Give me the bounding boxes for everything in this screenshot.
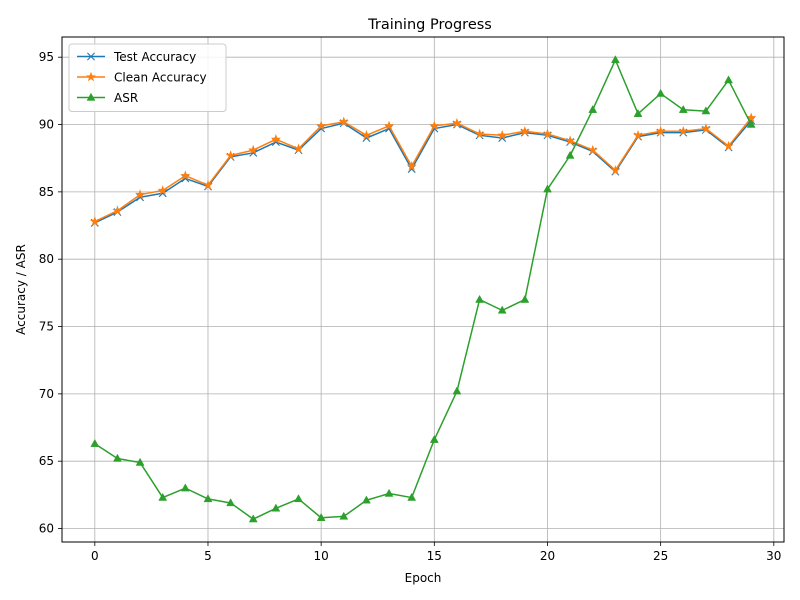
data-point-asr <box>407 492 417 501</box>
legend-marker-asr <box>86 92 96 101</box>
data-point-asr <box>248 514 258 523</box>
series-asr <box>90 55 756 523</box>
data-point-clean-accuracy <box>157 185 168 195</box>
x-tick-label: 20 <box>540 549 555 563</box>
data-point-asr <box>588 105 598 113</box>
data-point-asr <box>180 483 190 492</box>
data-point-clean-accuracy <box>248 144 259 155</box>
data-point-clean-accuracy <box>678 125 689 136</box>
legend: Test Accuracy Clean Accuracy ASR <box>68 43 227 112</box>
data-point-asr <box>701 106 711 115</box>
data-point-asr <box>203 494 213 503</box>
series-line-asr <box>94 59 752 520</box>
y-tick-label: 75 <box>39 320 54 334</box>
data-point-clean-accuracy <box>338 116 349 127</box>
data-point-clean-accuracy <box>655 125 666 136</box>
x-tick-label: 10 <box>314 549 329 563</box>
data-point-clean-accuracy <box>316 120 327 131</box>
series-layer <box>89 55 757 523</box>
data-point-asr <box>724 75 733 84</box>
y-tick-label: 70 <box>39 387 54 401</box>
data-point-asr <box>339 511 349 520</box>
data-point-clean-accuracy <box>225 150 236 160</box>
x-tick-label: 25 <box>653 549 668 563</box>
x-tick-label: 0 <box>91 549 99 563</box>
data-point-clean-accuracy <box>202 179 214 190</box>
data-point-asr <box>158 492 168 501</box>
x-axis-label: Epoch <box>405 571 442 585</box>
grid-lines <box>62 37 784 542</box>
legend-box <box>68 43 227 112</box>
legend-marker-clean-accuracy <box>85 71 97 82</box>
y-axis-ticks: 60 65 70 75 80 85 90 95 <box>39 50 62 536</box>
data-point-clean-accuracy <box>451 117 462 128</box>
y-tick-label: 95 <box>39 50 54 64</box>
data-point-asr <box>475 294 484 303</box>
y-axis-label: Accuracy / ASR <box>14 244 28 335</box>
legend-label-clean-accuracy: Clean Accuracy <box>114 71 207 85</box>
legend-label-asr: ASR <box>114 91 138 105</box>
data-point-clean-accuracy <box>474 128 485 139</box>
series-line-test-accuracy <box>94 120 752 224</box>
data-point-asr <box>113 453 122 462</box>
data-point-clean-accuracy <box>519 125 530 136</box>
data-point-clean-accuracy <box>429 120 440 131</box>
y-tick-label: 85 <box>39 185 54 199</box>
x-tick-label: 5 <box>204 549 212 563</box>
x-tick-label: 15 <box>427 549 442 563</box>
data-point-clean-accuracy <box>406 160 417 171</box>
data-point-asr <box>135 457 145 466</box>
data-point-clean-accuracy <box>610 165 621 175</box>
data-point-asr <box>633 109 643 117</box>
series-line-clean-accuracy <box>94 117 752 223</box>
data-point-asr <box>565 150 575 159</box>
data-point-clean-accuracy <box>135 189 146 199</box>
data-point-asr <box>746 119 756 128</box>
data-point-clean-accuracy <box>700 123 711 133</box>
data-point-clean-accuracy <box>361 130 372 140</box>
y-tick-label: 80 <box>39 252 54 266</box>
data-point-asr <box>656 88 666 97</box>
data-point-asr <box>452 386 462 395</box>
data-point-asr <box>316 513 326 521</box>
x-tick-label: 30 <box>766 549 781 563</box>
data-point-clean-accuracy <box>632 130 644 140</box>
data-point-asr <box>90 438 100 447</box>
x-axis-ticks: 0 5 10 15 20 25 30 <box>91 542 781 563</box>
data-point-asr <box>520 294 530 303</box>
series-clean-accuracy <box>89 112 757 226</box>
series-test-accuracy <box>90 116 756 227</box>
data-point-clean-accuracy <box>542 128 553 139</box>
data-point-asr <box>497 305 507 314</box>
data-point-clean-accuracy <box>270 134 281 144</box>
data-point-asr <box>384 488 394 497</box>
data-point-clean-accuracy <box>746 112 757 123</box>
data-point-clean-accuracy <box>587 144 598 155</box>
plot-frame <box>61 36 785 543</box>
data-point-clean-accuracy <box>723 140 734 151</box>
data-point-clean-accuracy <box>180 170 191 180</box>
data-point-asr <box>429 434 439 443</box>
y-tick-label: 60 <box>39 522 54 536</box>
data-point-asr <box>271 503 281 512</box>
data-point-clean-accuracy <box>384 120 395 131</box>
data-point-clean-accuracy <box>112 205 123 215</box>
data-point-clean-accuracy <box>565 135 576 145</box>
data-point-clean-accuracy <box>89 216 100 226</box>
data-point-clean-accuracy <box>497 130 508 140</box>
data-point-asr <box>610 55 620 64</box>
data-point-clean-accuracy <box>293 143 304 154</box>
y-tick-label: 65 <box>39 454 54 468</box>
y-tick-label: 90 <box>39 118 54 132</box>
chart-title: Training Progress <box>367 17 492 33</box>
legend-marker-test-accuracy <box>87 52 95 61</box>
data-point-asr <box>226 498 236 507</box>
data-point-asr <box>678 105 688 113</box>
data-point-asr <box>543 184 552 193</box>
legend-label-test-accuracy: Test Accuracy <box>113 50 196 64</box>
data-point-asr <box>362 495 371 504</box>
data-point-asr <box>294 494 303 503</box>
